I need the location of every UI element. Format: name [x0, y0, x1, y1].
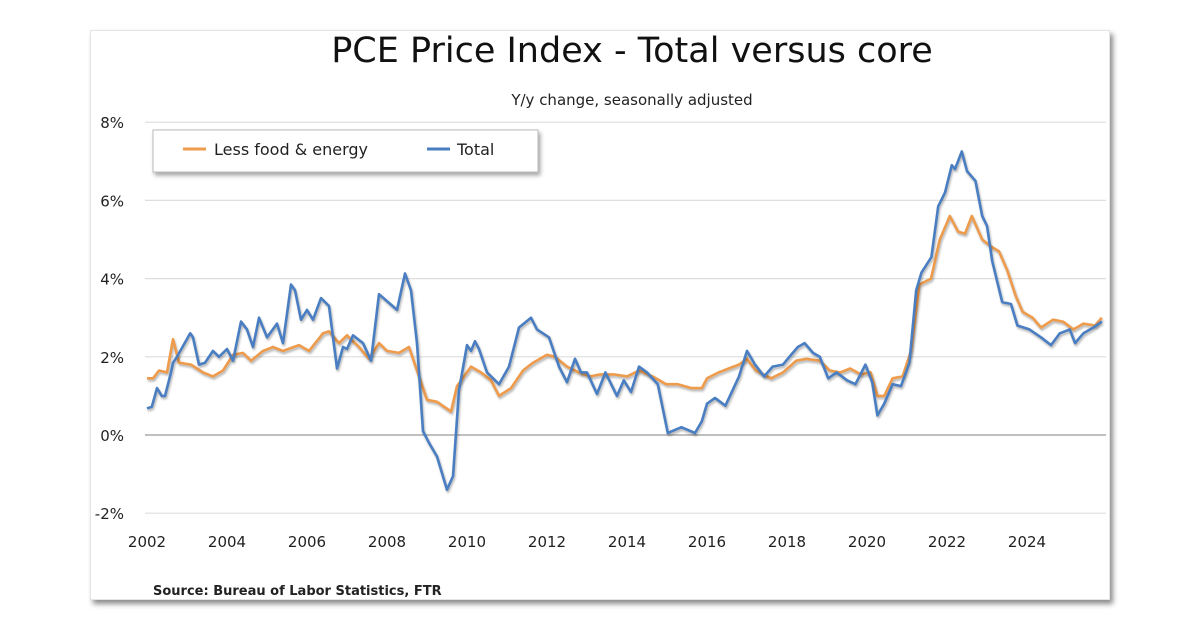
x-tick-label: 2022	[928, 533, 966, 551]
x-tick-label: 2018	[768, 533, 806, 551]
series-line-total	[146, 150, 1103, 491]
source-note: Source: Bureau of Labor Statistics, FTR	[153, 584, 442, 599]
legend: Less food & energy Total	[152, 129, 539, 173]
series-line-less-food-energy	[147, 214, 1103, 413]
x-tick-label: 2008	[368, 533, 406, 551]
x-tick-label: 2006	[288, 533, 326, 551]
x-tick-label: 2012	[528, 533, 566, 551]
chart-subtitle: Y/y change, seasonally adjusted	[510, 91, 752, 109]
y-tick-label: -2%	[95, 505, 124, 523]
legend-box	[152, 129, 539, 173]
x-tick-label: 2010	[448, 533, 486, 551]
x-tick-label: 2024	[1008, 533, 1046, 551]
x-axis-ticks: 2002 2004 2006 2008 2010 2012 2014 2016 2018 2020…	[128, 533, 1046, 551]
y-tick-label: 0%	[100, 427, 124, 445]
legend-label-total: Total	[456, 140, 494, 159]
x-tick-label: 2016	[688, 533, 726, 551]
x-tick-label: 2004	[208, 533, 246, 551]
series-lines	[146, 150, 1103, 491]
gridlines	[145, 121, 1106, 514]
y-tick-label: 8%	[100, 114, 124, 132]
chart-card	[90, 30, 1110, 600]
y-tick-label: 6%	[100, 192, 124, 210]
y-tick-label: 2%	[100, 349, 124, 367]
x-tick-label: 2020	[848, 533, 886, 551]
x-tick-label: 2002	[128, 533, 166, 551]
y-tick-label: 4%	[100, 271, 124, 289]
x-tick-label: 2014	[608, 533, 646, 551]
legend-label-core: Less food & energy	[214, 140, 368, 159]
chart-title: PCE Price Index - Total versus core	[331, 31, 933, 71]
y-axis-ticks: -2% 0% 2% 4% 6% 8%	[95, 114, 124, 523]
